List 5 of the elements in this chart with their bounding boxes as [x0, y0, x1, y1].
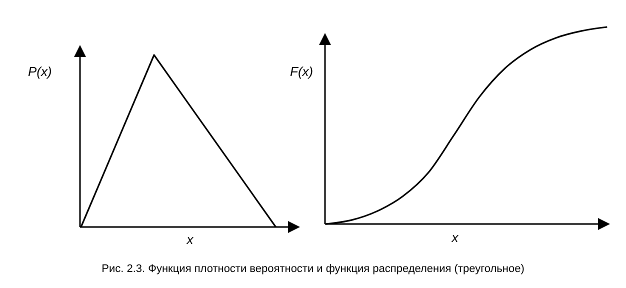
text: Рис. 2.3. Функция плотности вероятности и функция распределения (треугольное) — [102, 263, 524, 275]
x-axis-title: x — [186, 232, 194, 247]
y-axis-title: F(x) — [290, 64, 314, 79]
y-axis-title: P(x) — [28, 64, 52, 79]
x-axis-title: x — [450, 230, 459, 245]
